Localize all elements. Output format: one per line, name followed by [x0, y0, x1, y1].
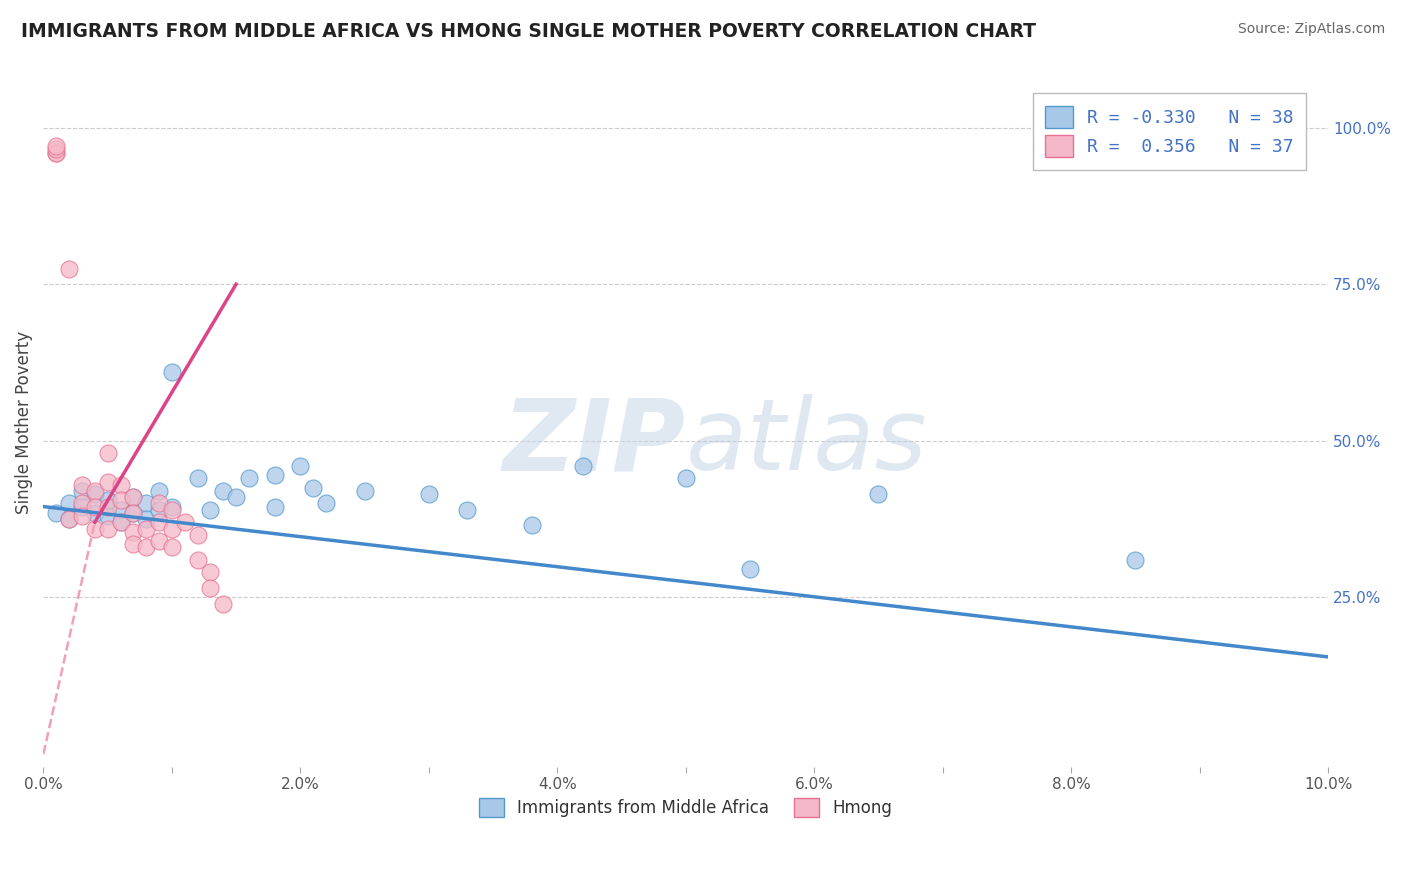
Point	[122, 537, 145, 551]
Point	[160, 521, 183, 535]
Point	[263, 468, 285, 483]
Point	[148, 515, 170, 529]
Text: ZIP: ZIP	[503, 394, 686, 491]
Text: atlas: atlas	[686, 394, 928, 491]
Point	[738, 562, 761, 576]
Point	[83, 483, 105, 498]
Point	[353, 483, 375, 498]
Point	[315, 496, 337, 510]
Point	[122, 506, 145, 520]
Y-axis label: Single Mother Poverty: Single Mother Poverty	[15, 330, 32, 514]
Point	[160, 365, 183, 379]
Point	[160, 500, 183, 514]
Point	[187, 553, 209, 567]
Point	[200, 566, 222, 580]
Point	[97, 500, 120, 514]
Point	[1125, 553, 1147, 567]
Point	[148, 483, 170, 498]
Point	[97, 508, 120, 523]
Point	[173, 515, 195, 529]
Point	[122, 490, 145, 504]
Point	[45, 506, 67, 520]
Point	[135, 496, 157, 510]
Point	[110, 493, 132, 508]
Point	[263, 500, 285, 514]
Point	[83, 487, 105, 501]
Point	[418, 487, 440, 501]
Point	[70, 483, 93, 498]
Point	[122, 524, 145, 539]
Point	[160, 541, 183, 555]
Legend: Immigrants from Middle Africa, Hmong: Immigrants from Middle Africa, Hmong	[472, 792, 900, 823]
Point	[187, 471, 209, 485]
Point	[122, 490, 145, 504]
Point	[225, 490, 247, 504]
Point	[302, 481, 325, 495]
Point	[110, 502, 132, 516]
Point	[45, 139, 67, 153]
Point	[110, 477, 132, 491]
Point	[45, 145, 67, 160]
Point	[572, 458, 595, 473]
Point	[83, 500, 105, 514]
Point	[58, 496, 80, 510]
Point	[135, 541, 157, 555]
Point	[58, 512, 80, 526]
Point	[58, 261, 80, 276]
Point	[45, 143, 67, 157]
Point	[97, 446, 120, 460]
Point	[200, 581, 222, 595]
Text: IMMIGRANTS FROM MIDDLE AFRICA VS HMONG SINGLE MOTHER POVERTY CORRELATION CHART: IMMIGRANTS FROM MIDDLE AFRICA VS HMONG S…	[21, 22, 1036, 41]
Point	[110, 515, 132, 529]
Point	[97, 475, 120, 489]
Point	[148, 534, 170, 549]
Point	[212, 597, 235, 611]
Point	[83, 521, 105, 535]
Point	[122, 506, 145, 520]
Text: Source: ZipAtlas.com: Source: ZipAtlas.com	[1237, 22, 1385, 37]
Point	[110, 515, 132, 529]
Point	[456, 502, 478, 516]
Point	[97, 493, 120, 508]
Point	[238, 471, 260, 485]
Point	[520, 518, 543, 533]
Point	[135, 512, 157, 526]
Point	[187, 528, 209, 542]
Point	[212, 483, 235, 498]
Point	[675, 471, 697, 485]
Point	[148, 496, 170, 510]
Point	[135, 521, 157, 535]
Point	[97, 521, 120, 535]
Point	[290, 458, 312, 473]
Point	[70, 477, 93, 491]
Point	[70, 500, 93, 514]
Point	[45, 145, 67, 160]
Point	[70, 508, 93, 523]
Point	[58, 512, 80, 526]
Point	[200, 502, 222, 516]
Point	[868, 487, 890, 501]
Point	[160, 502, 183, 516]
Point	[148, 502, 170, 516]
Point	[70, 496, 93, 510]
Point	[83, 506, 105, 520]
